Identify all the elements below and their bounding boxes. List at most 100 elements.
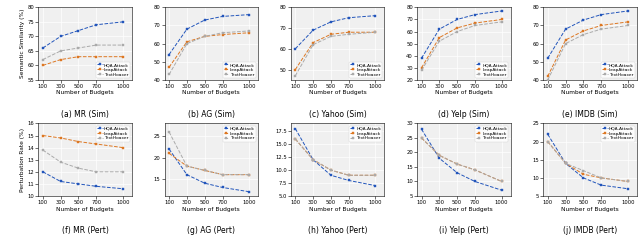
- HQA-Attack: [562, 162, 570, 165]
- HQA-Attack: [119, 187, 127, 190]
- Text: (e) IMDB (Sim): (e) IMDB (Sim): [562, 110, 618, 119]
- Line: TextHoaxer: TextHoaxer: [420, 21, 503, 72]
- LeapAttack: [372, 174, 380, 177]
- LeapAttack: [165, 152, 173, 155]
- HQA-Attack: [245, 190, 253, 193]
- HQA-Attack: [562, 28, 570, 31]
- TextHoaxer: [372, 31, 380, 34]
- Text: (g) AG (Pert): (g) AG (Pert): [188, 226, 236, 235]
- LeapAttack: [580, 173, 588, 176]
- LeapAttack: [435, 154, 443, 157]
- HQA-Attack: [165, 53, 173, 56]
- LeapAttack: [57, 136, 65, 139]
- HQA-Attack: [219, 186, 227, 189]
- TextHoaxer: [624, 24, 632, 27]
- TextHoaxer: [453, 163, 461, 166]
- LeapAttack: [597, 176, 605, 179]
- TextHoaxer: [219, 31, 227, 34]
- TextHoaxer: [562, 42, 570, 45]
- HQA-Attack: [39, 47, 47, 49]
- HQA-Attack: [183, 28, 191, 31]
- TextHoaxer: [372, 174, 380, 177]
- HQA-Attack: [309, 158, 317, 161]
- HQA-Attack: [471, 13, 479, 16]
- HQA-Attack: [219, 15, 227, 18]
- Line: LeapAttack: LeapAttack: [168, 152, 251, 176]
- Line: HQA-Attack: HQA-Attack: [168, 148, 251, 193]
- TextHoaxer: [165, 73, 173, 76]
- Legend: HQA-Attack, LeapAttack, TextHoaxer: HQA-Attack, LeapAttack, TextHoaxer: [97, 126, 130, 142]
- HQA-Attack: [309, 29, 317, 32]
- HQA-Attack: [580, 176, 588, 179]
- Line: TextHoaxer: TextHoaxer: [42, 149, 124, 173]
- TextHoaxer: [597, 176, 605, 179]
- LeapAttack: [291, 137, 299, 140]
- TextHoaxer: [57, 49, 65, 52]
- LeapAttack: [624, 180, 632, 183]
- Legend: HQA-Attack, LeapAttack, TextHoaxer: HQA-Attack, LeapAttack, TextHoaxer: [223, 126, 256, 142]
- HQA-Attack: [624, 187, 632, 190]
- Text: (j) IMDB (Pert): (j) IMDB (Pert): [563, 226, 617, 235]
- TextHoaxer: [327, 169, 335, 171]
- Line: LeapAttack: LeapAttack: [547, 140, 629, 183]
- LeapAttack: [327, 33, 335, 36]
- TextHoaxer: [597, 28, 605, 31]
- TextHoaxer: [435, 154, 443, 157]
- TextHoaxer: [345, 174, 353, 177]
- TextHoaxer: [201, 35, 209, 38]
- LeapAttack: [75, 55, 83, 58]
- LeapAttack: [453, 26, 461, 29]
- HQA-Attack: [471, 180, 479, 183]
- Line: LeapAttack: LeapAttack: [294, 31, 377, 71]
- Line: TextHoaxer: TextHoaxer: [547, 140, 629, 183]
- HQA-Attack: [57, 35, 65, 38]
- HQA-Attack: [201, 19, 209, 22]
- Legend: HQA-Attack, LeapAttack, TextHoaxer: HQA-Attack, LeapAttack, TextHoaxer: [601, 62, 635, 78]
- HQA-Attack: [624, 10, 632, 12]
- TextHoaxer: [327, 35, 335, 38]
- LeapAttack: [327, 169, 335, 171]
- X-axis label: Number of Budgets: Number of Budgets: [435, 207, 493, 211]
- TextHoaxer: [544, 140, 552, 143]
- HQA-Attack: [291, 127, 299, 130]
- TextHoaxer: [39, 148, 47, 151]
- TextHoaxer: [245, 173, 253, 176]
- LeapAttack: [219, 173, 227, 176]
- LeapAttack: [201, 35, 209, 38]
- Line: HQA-Attack: HQA-Attack: [547, 10, 629, 60]
- TextHoaxer: [291, 137, 299, 140]
- LeapAttack: [183, 40, 191, 43]
- LeapAttack: [544, 75, 552, 78]
- LeapAttack: [309, 158, 317, 161]
- TextHoaxer: [92, 44, 100, 47]
- Legend: HQA-Attack, LeapAttack, TextHoaxer: HQA-Attack, LeapAttack, TextHoaxer: [349, 126, 382, 142]
- X-axis label: Number of Budgets: Number of Budgets: [182, 207, 240, 211]
- X-axis label: Number of Budgets: Number of Budgets: [561, 207, 619, 211]
- TextHoaxer: [119, 170, 127, 173]
- Line: TextHoaxer: TextHoaxer: [294, 138, 377, 177]
- X-axis label: Number of Budgets: Number of Budgets: [56, 207, 114, 211]
- Line: TextHoaxer: TextHoaxer: [168, 30, 251, 76]
- TextHoaxer: [544, 78, 552, 81]
- LeapAttack: [471, 22, 479, 24]
- TextHoaxer: [119, 44, 127, 47]
- Line: LeapAttack: LeapAttack: [42, 134, 124, 149]
- Line: HQA-Attack: HQA-Attack: [42, 171, 124, 190]
- LeapAttack: [92, 143, 100, 146]
- Legend: HQA-Attack, LeapAttack, TextHoaxer: HQA-Attack, LeapAttack, TextHoaxer: [97, 62, 130, 78]
- Line: TextHoaxer: TextHoaxer: [547, 24, 629, 81]
- LeapAttack: [201, 169, 209, 172]
- HQA-Attack: [345, 16, 353, 19]
- TextHoaxer: [471, 24, 479, 27]
- LeapAttack: [418, 66, 426, 69]
- LeapAttack: [92, 55, 100, 58]
- LeapAttack: [119, 55, 127, 58]
- LeapAttack: [453, 163, 461, 166]
- Line: HQA-Attack: HQA-Attack: [547, 133, 629, 190]
- TextHoaxer: [471, 168, 479, 171]
- TextHoaxer: [580, 169, 588, 172]
- HQA-Attack: [245, 13, 253, 16]
- LeapAttack: [562, 38, 570, 41]
- LeapAttack: [183, 165, 191, 168]
- Text: (b) AG (Sim): (b) AG (Sim): [188, 110, 235, 119]
